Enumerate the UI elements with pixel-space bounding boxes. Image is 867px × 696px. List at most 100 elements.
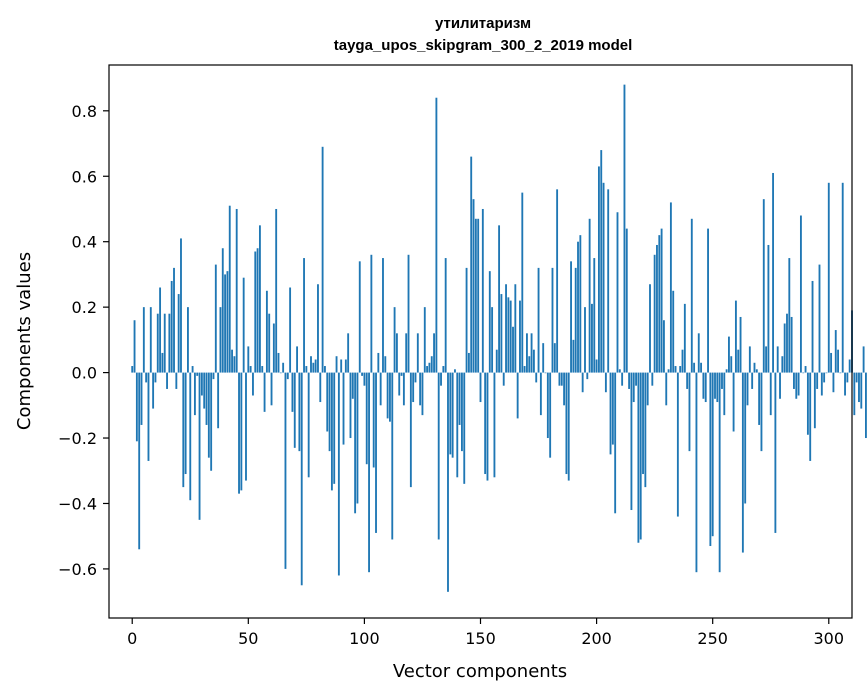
bar-86	[330, 372, 333, 491]
bar-195	[584, 307, 586, 373]
bar-44	[233, 356, 236, 373]
bar-132	[437, 372, 440, 540]
bar-212	[623, 84, 626, 373]
bar-150	[479, 372, 482, 403]
bar-284	[790, 316, 793, 373]
bar-306	[841, 182, 844, 373]
bar-198	[591, 303, 593, 373]
bar-14	[163, 313, 166, 373]
bar-164	[512, 326, 514, 373]
bar-9	[152, 372, 155, 409]
bar-50	[247, 346, 250, 373]
bar-73	[300, 372, 303, 586]
bar-56	[261, 366, 264, 373]
bar-268	[753, 362, 756, 373]
bar-97	[356, 372, 359, 504]
bar-6	[145, 372, 148, 383]
bar-71	[296, 346, 298, 373]
bar-178	[544, 372, 547, 374]
bar-152	[484, 372, 487, 475]
bar-237	[681, 349, 684, 373]
y-tick-label: 0.0	[72, 364, 97, 383]
bar-98	[358, 261, 361, 373]
bar-288	[799, 215, 802, 373]
bar-242	[693, 362, 696, 373]
bar-95	[351, 372, 354, 399]
bar-238	[683, 303, 686, 373]
bars-group	[131, 84, 867, 592]
chart-title: утилитаризм	[435, 15, 531, 32]
bar-166	[516, 372, 519, 419]
bar-48	[242, 277, 245, 373]
bar-208	[614, 372, 617, 514]
bar-266	[748, 346, 751, 373]
bar-188	[567, 372, 570, 481]
bar-274	[767, 244, 770, 373]
bar-119	[407, 254, 410, 373]
bar-55	[258, 225, 261, 373]
bar-187	[565, 372, 568, 475]
bar-257	[728, 336, 730, 373]
bar-28	[196, 372, 199, 376]
bar-161	[505, 284, 507, 373]
bar-193	[579, 235, 582, 373]
bar-36	[214, 264, 217, 373]
bar-130	[433, 333, 435, 373]
bar-146	[470, 156, 473, 373]
bar-227	[658, 235, 661, 373]
bar-307	[844, 372, 846, 396]
bar-175	[537, 267, 540, 373]
bar-247	[704, 372, 707, 403]
bar-45	[235, 208, 238, 373]
bar-265	[746, 372, 749, 406]
bar-232	[669, 202, 672, 373]
bar-37	[217, 372, 220, 429]
bar-11	[156, 313, 159, 373]
bar-0	[131, 366, 134, 373]
bar-309	[848, 359, 851, 373]
bar-201	[597, 166, 600, 373]
x-tick-label: 300	[814, 629, 845, 648]
bar-116	[400, 372, 403, 376]
bar-52	[252, 372, 254, 396]
bar-190	[572, 339, 575, 373]
bar-204	[604, 372, 607, 393]
plot-area-frame	[108, 64, 853, 619]
bar-127	[426, 366, 429, 373]
x-tick-label: 0	[127, 629, 137, 648]
bar-122	[414, 372, 417, 383]
bar-196	[586, 372, 589, 380]
bar-244	[697, 333, 700, 373]
y-tick-label: −0.2	[58, 429, 97, 448]
bar-136	[447, 372, 449, 592]
bar-93	[347, 333, 350, 373]
bar-293	[811, 280, 814, 373]
bar-299	[825, 372, 828, 374]
bar-249	[709, 372, 712, 547]
bar-144	[465, 267, 468, 373]
bar-103	[370, 254, 373, 373]
chart-subtitle: tayga_upos_skipgram_300_2_2019 model	[334, 37, 633, 54]
bar-82	[321, 146, 324, 373]
bar-170	[526, 333, 528, 373]
bar-142	[461, 372, 463, 452]
bar-134	[442, 366, 445, 373]
bar-300	[827, 182, 830, 373]
bar-141	[458, 372, 461, 425]
bar-133	[440, 372, 442, 386]
bar-67	[286, 372, 289, 380]
bar-207	[611, 372, 614, 445]
bar-287	[797, 372, 800, 396]
bar-80	[317, 284, 319, 373]
x-tick-label: 100	[349, 629, 380, 648]
bar-81	[319, 372, 322, 403]
bar-297	[820, 372, 823, 396]
bar-63	[277, 352, 280, 373]
bar-240	[688, 372, 691, 452]
bar-104	[372, 372, 375, 468]
bar-271	[760, 372, 763, 452]
bar-126	[423, 307, 426, 373]
bar-105	[375, 372, 377, 533]
bar-239	[686, 372, 689, 389]
bar-185	[560, 372, 563, 386]
